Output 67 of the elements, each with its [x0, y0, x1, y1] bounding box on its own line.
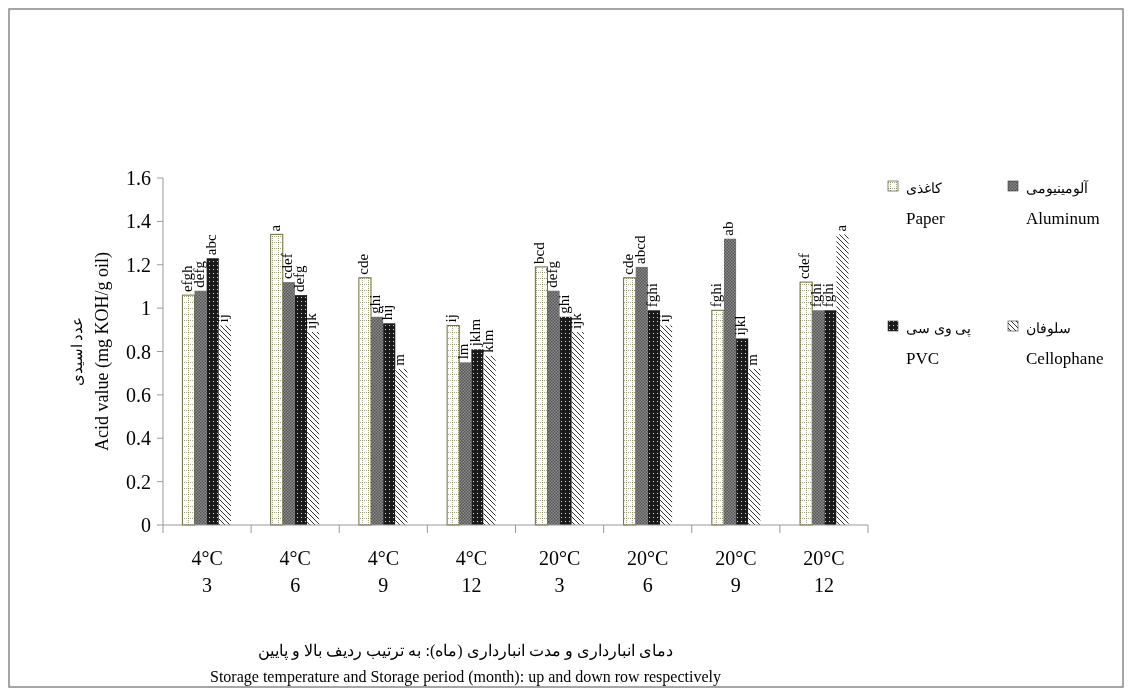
bar [206, 258, 219, 525]
bar [459, 362, 472, 525]
data-label: ijkl [732, 315, 749, 336]
data-label: cdef [796, 253, 813, 280]
data-label: cde [354, 253, 371, 275]
data-label: m [744, 353, 761, 366]
data-label: cde [619, 253, 636, 275]
bar [218, 325, 231, 525]
bar [659, 325, 673, 525]
bar [647, 310, 660, 525]
x-tick-label: 20°C 3 [538, 547, 581, 596]
bar [635, 266, 648, 525]
bar [181, 294, 196, 526]
data-label: a [266, 224, 283, 232]
data-label: ijk [567, 312, 584, 329]
bar [559, 316, 572, 525]
bar [446, 324, 460, 526]
data-label: fghi [643, 283, 660, 308]
data-label: a [832, 224, 849, 232]
bar [282, 282, 295, 525]
x-tick-label: 4°C 3 [191, 547, 223, 596]
y-tick-label: 1.4 [126, 210, 151, 233]
data-label: ijk [303, 312, 320, 329]
data-label: defg [291, 264, 308, 293]
bar [547, 290, 560, 525]
data-label: ab [720, 221, 737, 236]
bar [483, 355, 496, 525]
bar [711, 309, 725, 526]
data-label: abc [202, 234, 219, 256]
bar [824, 310, 837, 525]
bar [723, 238, 737, 525]
y-tick-label: 0.2 [126, 470, 151, 493]
data-label: m [391, 353, 408, 366]
bar [623, 277, 637, 526]
data-label: fghi [808, 283, 825, 308]
x-tick-label: 4°C 6 [279, 547, 311, 596]
data-label: fghi [707, 283, 724, 308]
y-tick-label: 0.4 [126, 427, 151, 450]
bar [812, 310, 825, 525]
x-tick-label: 4°C 9 [367, 547, 399, 596]
data-label: ij [656, 314, 673, 323]
bar [294, 295, 308, 525]
bar [836, 234, 849, 525]
bar [736, 338, 749, 525]
y-tick-label: 0.8 [126, 340, 151, 363]
bar [395, 368, 408, 525]
y-tick-label: 1 [141, 297, 151, 320]
bar [571, 331, 584, 525]
y-tick-label: 0 [141, 514, 151, 536]
bar [534, 266, 548, 526]
data-label: ghi [555, 294, 572, 314]
y-tick-label: 1.2 [126, 253, 151, 276]
x-tick-label: 20°C 12 [803, 547, 845, 596]
bar [748, 368, 761, 525]
x-tick-label: 4°C 12 [455, 547, 488, 596]
y-tick-label: 0.6 [126, 383, 151, 406]
data-label: ij [443, 314, 460, 323]
y-tick-label: 1.6 [126, 167, 151, 189]
x-tick-label: 20°C 9 [715, 547, 757, 596]
bar [383, 323, 396, 525]
data-label: ij [214, 314, 231, 323]
bar [471, 349, 484, 525]
bar [307, 331, 320, 525]
bar [194, 290, 207, 525]
x-tick-label: 20°C 6 [627, 547, 669, 596]
bar [358, 277, 372, 526]
bar [371, 316, 384, 525]
